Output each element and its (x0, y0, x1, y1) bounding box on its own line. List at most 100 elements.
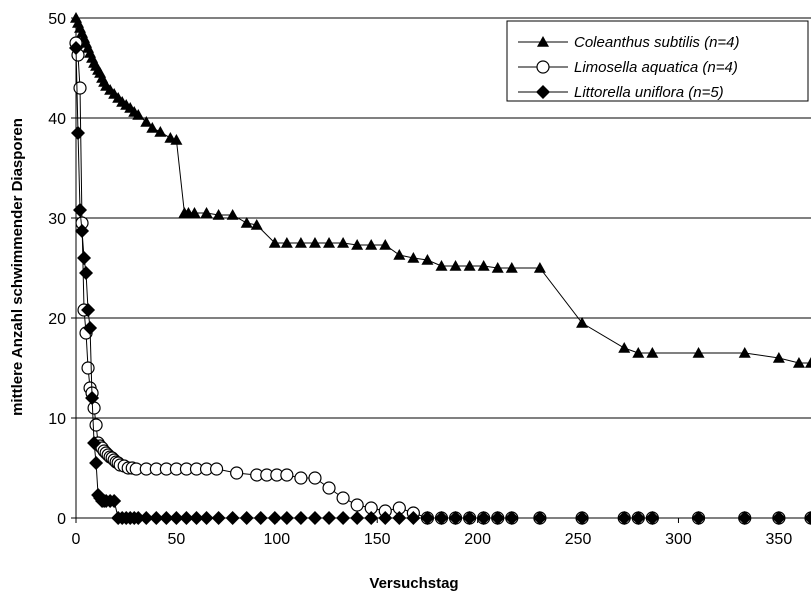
data-point-s0-44 (365, 239, 378, 250)
data-point-s0-52 (477, 260, 490, 271)
data-point-s2-7 (83, 321, 98, 335)
data-point-s1-2 (73, 81, 87, 95)
data-point-s0-50 (449, 260, 462, 271)
y-tick-label: 30 (48, 211, 66, 228)
data-point-s0-26 (154, 126, 167, 137)
x-tick-labels: 0 50 100 150 200 250 300 350 (72, 531, 793, 548)
data-point-s2-39 (322, 511, 337, 525)
data-point-s2-52 (504, 511, 519, 525)
data-point-s2-57 (645, 511, 660, 525)
data-point-s2-2 (73, 203, 88, 217)
data-point-s1-10 (89, 418, 103, 432)
data-point-s0-42 (337, 237, 350, 248)
data-point-s2-33 (239, 511, 254, 525)
data-point-s0-33 (212, 209, 225, 220)
data-point-s0-56 (576, 317, 589, 328)
data-point-s0-53 (491, 262, 504, 273)
data-point-s2-4 (77, 251, 92, 265)
data-point-s0-28 (170, 134, 183, 145)
data-point-s2-35 (267, 511, 282, 525)
x-tick-label: 350 (766, 531, 793, 548)
data-point-s1-43 (336, 491, 350, 505)
data-point-s2-56 (631, 511, 646, 525)
y-tick-labels: 0 10 20 30 40 50 (48, 11, 66, 528)
data-point-s2-55 (617, 511, 632, 525)
data-point-s2-0 (69, 41, 83, 55)
data-point-s2-44 (392, 511, 407, 525)
data-point-s0-51 (463, 260, 476, 271)
data-point-s2-6 (81, 303, 96, 317)
x-tick-label: 300 (665, 531, 692, 548)
data-point-s2-53 (532, 511, 547, 525)
series-0 (70, 12, 811, 368)
data-point-s1-6 (81, 361, 95, 375)
data-point-s1-34 (209, 462, 224, 476)
data-point-s0-36 (250, 219, 263, 230)
y-tick-label: 0 (57, 511, 66, 528)
data-point-s2-10 (89, 456, 104, 470)
data-point-s0-23 (132, 109, 145, 120)
data-point-s2-26 (159, 511, 174, 525)
data-point-s2-30 (199, 511, 214, 525)
data-point-s2-41 (350, 511, 365, 525)
data-point-s2-23 (131, 511, 146, 525)
data-point-s2-24 (139, 511, 154, 525)
data-point-s0-48 (421, 254, 434, 265)
data-point-s0-34 (226, 209, 239, 220)
y-axis-title: mittlere Anzahl schwimmender Diasporen (9, 118, 26, 416)
data-point-s1-35 (230, 466, 244, 480)
data-point-s0-41 (323, 237, 336, 248)
series-line-1 (75, 42, 811, 519)
data-point-s0-63 (792, 357, 805, 368)
data-point-s2-54 (575, 511, 590, 525)
data-point-s0-31 (188, 207, 201, 218)
data-point-s0-59 (646, 347, 659, 358)
data-point-s1-39 (280, 468, 294, 482)
data-point-s0-37 (268, 237, 281, 248)
data-point-s0-35 (240, 217, 253, 228)
legend-label: Littorella uniflora (n=5) (574, 84, 724, 101)
data-point-s0-24 (140, 116, 153, 127)
data-point-s1-9 (87, 401, 101, 415)
data-point-s2-50 (476, 511, 491, 525)
x-tick-label: 250 (565, 531, 592, 548)
data-point-s2-59 (737, 511, 752, 525)
legend-box (506, 20, 809, 102)
data-point-s0-32 (200, 207, 213, 218)
data-point-s2-29 (189, 511, 204, 525)
data-point-s2-28 (179, 511, 194, 525)
y-tick-label: 50 (48, 11, 66, 28)
data-point-s2-58 (691, 511, 706, 525)
data-point-s2-38 (307, 511, 322, 525)
x-axis-title: Versuchstag (369, 575, 458, 592)
data-point-s2-42 (364, 511, 379, 525)
data-point-s2-60 (771, 511, 786, 525)
data-point-s0-45 (379, 239, 392, 250)
legend-marker-1 (536, 60, 550, 74)
data-point-s2-3 (75, 224, 90, 238)
x-tick-label: 50 (168, 531, 186, 548)
data-point-s1-40 (294, 471, 308, 485)
data-point-s2-40 (336, 511, 351, 525)
data-point-s2-17 (107, 494, 122, 508)
series-2 (69, 41, 811, 525)
data-point-s0-61 (738, 347, 751, 358)
data-point-s2-37 (293, 511, 308, 525)
data-point-s2-47 (434, 511, 449, 525)
data-point-s2-51 (490, 511, 505, 525)
data-point-s0-25 (146, 122, 159, 133)
data-point-s2-8 (85, 391, 100, 405)
data-point-s2-9 (87, 436, 102, 450)
data-point-s1-42 (322, 481, 336, 495)
data-point-s2-46 (420, 511, 435, 525)
x-tick-label: 200 (464, 531, 491, 548)
data-point-s0-46 (393, 249, 406, 260)
data-point-s2-48 (448, 511, 463, 525)
data-point-s2-61 (804, 511, 811, 525)
legend-marker-0 (537, 36, 549, 47)
data-point-s2-5 (79, 266, 94, 280)
data-point-s0-43 (351, 239, 364, 250)
x-tick-label: 150 (364, 531, 391, 548)
y-tick-label: 40 (48, 111, 66, 128)
